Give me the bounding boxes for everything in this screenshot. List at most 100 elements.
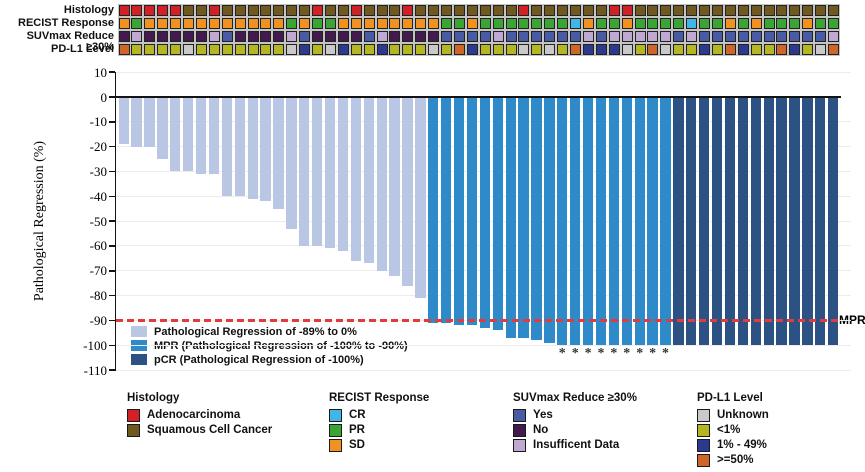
annotation-cell bbox=[349, 4, 363, 17]
regression-bar bbox=[621, 98, 632, 346]
annotation-cell bbox=[452, 17, 466, 30]
annotation-cell bbox=[452, 30, 466, 43]
annotation-cell bbox=[207, 30, 221, 43]
regression-bar bbox=[673, 98, 684, 346]
annotation-cell bbox=[156, 4, 170, 17]
regression-bar bbox=[118, 98, 129, 145]
annotation-cell bbox=[620, 43, 634, 56]
annotation-cell bbox=[569, 43, 582, 56]
annotation-cell bbox=[749, 30, 763, 43]
annotation-cell bbox=[336, 30, 350, 43]
regression-bar bbox=[531, 98, 542, 341]
annotation-cell bbox=[801, 30, 815, 43]
annotation-cell bbox=[788, 4, 802, 17]
legend-item-swatch bbox=[329, 409, 342, 422]
regression-bar bbox=[828, 98, 839, 346]
annotation-cell bbox=[607, 17, 621, 30]
annotation-cell bbox=[143, 17, 157, 30]
annotation-cell bbox=[698, 43, 711, 56]
legend-title-4: PD-L1 Level bbox=[697, 392, 763, 404]
regression-bar bbox=[479, 98, 491, 328]
annotation-cell bbox=[698, 17, 711, 30]
annotation-cell bbox=[336, 4, 350, 17]
tick-label: -30 bbox=[89, 163, 107, 179]
annotation-cell bbox=[169, 4, 183, 17]
annotation-cell bbox=[440, 43, 453, 56]
annotation-cell bbox=[762, 4, 776, 17]
annotation-cell bbox=[414, 30, 428, 43]
annotation-cell bbox=[801, 43, 815, 56]
annotation-cell bbox=[349, 17, 363, 30]
annotation-cell bbox=[827, 4, 840, 17]
annotation-cell bbox=[323, 17, 337, 30]
annotation-cell bbox=[246, 30, 260, 43]
legend-label: Pathological Regression of -89% to 0% bbox=[154, 326, 357, 338]
annotation-cell bbox=[117, 4, 131, 17]
annotation-cell bbox=[465, 30, 479, 43]
legend-item-label: Insufficent Data bbox=[533, 439, 620, 451]
regression-bar bbox=[711, 98, 723, 346]
legend-item-label: <1% bbox=[717, 424, 741, 436]
annotation-cell bbox=[710, 17, 724, 30]
annotation-cell bbox=[710, 30, 724, 43]
annotation-cell bbox=[827, 17, 840, 30]
annotation-cell bbox=[349, 30, 363, 43]
axis-tick bbox=[108, 245, 115, 247]
annotation-cell bbox=[801, 4, 815, 17]
annotation-cell bbox=[607, 30, 621, 43]
annotation-cell bbox=[117, 17, 131, 30]
tick-label: -20 bbox=[89, 139, 107, 155]
axis-tick bbox=[108, 369, 115, 371]
annotation-cell bbox=[143, 43, 157, 56]
regression-bar bbox=[286, 98, 297, 229]
annotation-cell bbox=[530, 4, 544, 17]
annotation-cell bbox=[491, 17, 505, 30]
annotation-cell bbox=[182, 43, 195, 56]
annotation-cell bbox=[298, 43, 312, 56]
regression-bar bbox=[402, 98, 413, 286]
regression-bar bbox=[273, 98, 284, 209]
legend-item-swatch bbox=[127, 409, 140, 422]
annotation-cell bbox=[814, 17, 828, 30]
annotation-cell bbox=[388, 4, 402, 17]
regression-bar bbox=[337, 98, 349, 251]
annotation-cell bbox=[659, 43, 673, 56]
regression-bar bbox=[802, 98, 813, 346]
annotation-cell bbox=[504, 17, 518, 30]
annotation-cell bbox=[362, 30, 376, 43]
annotation-cell bbox=[169, 17, 183, 30]
annotation-cell bbox=[685, 17, 699, 30]
legend-item-swatch bbox=[329, 424, 342, 437]
annotation-cell bbox=[749, 43, 763, 56]
annotation-cell bbox=[814, 4, 828, 17]
regression-bar bbox=[312, 98, 323, 246]
annotation-cell bbox=[620, 4, 634, 17]
regression-bar bbox=[260, 98, 271, 202]
annotation-cell bbox=[788, 30, 802, 43]
annotation-cell bbox=[233, 30, 247, 43]
tick-label: -80 bbox=[89, 288, 107, 304]
annotation-cell bbox=[272, 43, 286, 56]
tick-label: -100 bbox=[83, 337, 107, 353]
regression-bar bbox=[608, 98, 620, 346]
mpr-line-label: MPR bbox=[839, 313, 865, 327]
annotation-cell bbox=[478, 30, 492, 43]
regression-bar bbox=[750, 98, 761, 346]
annotation-cell bbox=[130, 4, 144, 17]
annotation-cell bbox=[594, 43, 608, 56]
legend-label: MPR (Pathological Regression of -100% to… bbox=[154, 340, 408, 352]
annotation-cell bbox=[581, 17, 595, 30]
annotation-cell bbox=[723, 4, 737, 17]
legend-swatch-pcr bbox=[131, 354, 147, 365]
annotation-cell bbox=[220, 4, 234, 17]
axis-tick bbox=[108, 121, 115, 123]
legend-item-label: PR bbox=[349, 424, 365, 436]
axis-tick bbox=[108, 344, 115, 347]
regression-bar bbox=[299, 98, 310, 246]
axis-tick bbox=[108, 294, 115, 297]
annotation-cell bbox=[311, 30, 324, 43]
annotation-cell bbox=[375, 4, 389, 17]
tick-label: -40 bbox=[89, 188, 107, 204]
annotation-cell bbox=[130, 30, 144, 43]
